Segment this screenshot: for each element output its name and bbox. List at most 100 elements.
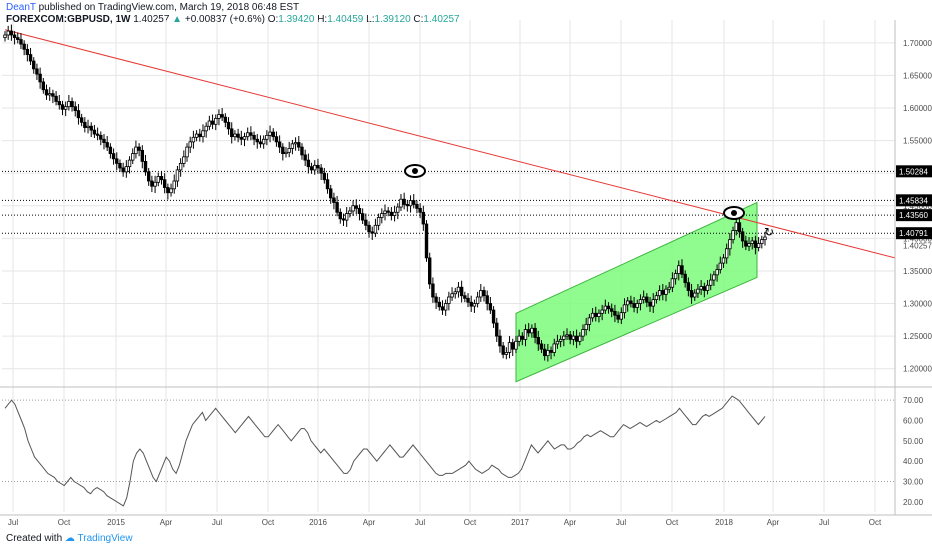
- candle-body: [220, 114, 224, 118]
- candle-body: [79, 117, 84, 123]
- candle-body: [600, 309, 604, 314]
- candle-body: [124, 166, 129, 173]
- time-tick-label: Oct: [262, 518, 275, 527]
- candle-body: [6, 30, 10, 36]
- candle-body: [501, 345, 505, 355]
- candle-body: [594, 312, 598, 317]
- candle-body: [526, 329, 531, 334]
- candle-body: [102, 138, 106, 143]
- candle-body: [731, 230, 735, 241]
- candle-body: [182, 156, 186, 164]
- candle-body: [265, 134, 269, 140]
- candle-body: [453, 291, 457, 295]
- candle-body: [127, 159, 132, 168]
- candle-body: [638, 299, 643, 304]
- price-badge: [896, 209, 932, 222]
- candle-body: [16, 37, 20, 40]
- candle-body: [753, 240, 758, 248]
- candle-body: [734, 222, 738, 231]
- candle-body: [629, 300, 633, 304]
- candle-body: [504, 352, 509, 355]
- price-badge-label: 1.45834: [899, 196, 928, 205]
- candle-body: [539, 343, 544, 350]
- candle-body: [412, 200, 416, 205]
- candle-body: [60, 104, 65, 110]
- candle-body: [51, 93, 55, 97]
- candle-body: [319, 167, 323, 174]
- price-tick-label: 1.25000: [903, 332, 932, 341]
- price-badge-label: 1.50284: [899, 167, 928, 176]
- tradingview-brand[interactable]: TradingView: [77, 533, 133, 544]
- candle-body: [70, 101, 74, 108]
- time-tick-label: Apr: [160, 518, 173, 527]
- candle-body: [198, 133, 202, 138]
- candle-body: [699, 286, 703, 290]
- candle-body: [558, 338, 563, 342]
- candle-body: [335, 202, 339, 213]
- candle-body: [143, 161, 148, 173]
- time-axis[interactable]: Jul Oct 2015 Apr Jul Oct 2016 Apr Jul Oct 2017 Apr J…: [8, 518, 882, 527]
- candle-body: [344, 213, 349, 221]
- candle-body: [479, 290, 483, 298]
- candle-body: [255, 138, 259, 143]
- candle-body: [756, 243, 761, 248]
- rsi-tick-label: 70.00: [903, 396, 924, 405]
- candle-body: [48, 93, 52, 96]
- candle-body: [373, 224, 378, 234]
- grid: [2, 20, 895, 512]
- candle-body: [156, 176, 160, 183]
- candle-body: [131, 153, 135, 161]
- time-tick-label: Oct: [58, 518, 71, 527]
- symbol-label[interactable]: FOREXCOM:GBPUSD, 1W: [6, 14, 131, 25]
- rsi-panel: [2, 395, 895, 507]
- candle-body: [22, 43, 26, 50]
- horizontal-levels[interactable]: [2, 170, 895, 234]
- candle-body: [201, 130, 205, 138]
- trendline[interactable]: [4, 29, 896, 259]
- price-axis[interactable]: 1.200001.250001.300001.350001.400001.450…: [896, 39, 932, 507]
- candle-body: [44, 89, 49, 96]
- candle-body: [610, 308, 614, 312]
- candle-body: [428, 257, 432, 285]
- candle-body: [306, 159, 311, 168]
- open-value: 1.39420: [278, 14, 315, 25]
- candle-body: [562, 335, 566, 340]
- candle-body: [683, 273, 687, 284]
- price-badge-label: 1.43560: [899, 211, 928, 220]
- annotations[interactable]: ↻: [404, 164, 774, 239]
- candle-body: [709, 279, 713, 286]
- candle-body: [651, 299, 655, 307]
- candle-body: [63, 106, 68, 110]
- candle-body: [140, 149, 145, 162]
- candle-body: [313, 164, 317, 171]
- candle-body: [121, 167, 125, 173]
- candle-body: [207, 120, 212, 127]
- time-tick-label: Oct: [464, 518, 477, 527]
- candle-body: [329, 188, 333, 199]
- candle-body: [230, 128, 234, 138]
- candle-body: [175, 169, 180, 182]
- author-link[interactable]: DeanT: [6, 2, 36, 13]
- candle-body: [115, 158, 119, 164]
- time-tick-label: 2017: [511, 518, 529, 527]
- last-price-label: 1.40257: [903, 242, 932, 251]
- time-tick-label: Oct: [869, 518, 882, 527]
- candle-body: [597, 312, 601, 317]
- candle-body: [542, 348, 547, 357]
- candle-body: [565, 334, 569, 337]
- candle-body: [456, 286, 461, 293]
- candle-body: [536, 337, 540, 345]
- candle-body: [606, 305, 611, 310]
- candle-body: [680, 265, 684, 275]
- candle-body: [242, 136, 247, 140]
- candle-body: [715, 269, 719, 276]
- candle-body: [485, 295, 489, 304]
- candle-body: [166, 187, 170, 194]
- candle-body: [57, 101, 61, 106]
- trend-channel[interactable]: [515, 201, 758, 383]
- candle-body: [389, 211, 394, 216]
- candle-body: [450, 293, 454, 298]
- time-tick-label: 2018: [715, 518, 733, 527]
- rsi-tick-label: 50.00: [903, 437, 924, 446]
